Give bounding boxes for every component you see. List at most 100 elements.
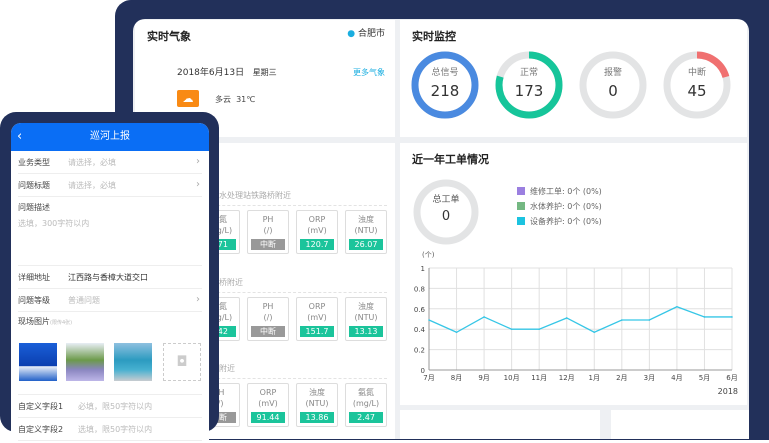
sensor-card[interactable]: 浊度 (NTU) 13.13 — [345, 297, 387, 341]
data-point[interactable] — [565, 317, 568, 319]
sensor-value: 2.47 — [349, 412, 383, 423]
sensor-value: 13.13 — [349, 326, 383, 337]
bottom-panel-right — [611, 410, 749, 439]
issue-title-field[interactable]: 问题标题 请选择，必填 › — [18, 174, 202, 197]
issue-level-field[interactable]: 问题等级 普通问题 › — [18, 289, 202, 312]
monitor-ring[interactable] — [410, 50, 480, 120]
ring-label: 总信号 — [431, 68, 459, 78]
legend-item: 维修工单: 0个 (0%) — [517, 186, 602, 197]
sensor-unit: (mV) — [307, 313, 327, 322]
x-tick-label: 12月 — [559, 374, 575, 382]
legend-swatch — [517, 217, 525, 225]
x-tick-label: 1月 — [589, 374, 600, 382]
field-label: 自定义字段2 — [18, 425, 64, 434]
sensor-value: 中断 — [251, 326, 285, 337]
sensor-name: 氨氮 — [211, 302, 227, 311]
photo-thumbnail[interactable] — [114, 343, 152, 381]
total-workorder-value: 0 — [441, 209, 451, 224]
sensor-name: ORP — [308, 302, 326, 311]
data-point[interactable] — [538, 328, 540, 330]
legend-label: 设备养护: 0个 (0%) — [530, 217, 602, 226]
address-field[interactable]: 详细地址 江西路与香樟大道交口 — [18, 266, 202, 289]
photo-thumbnail[interactable] — [66, 343, 104, 381]
chevron-right-icon: › — [196, 156, 200, 167]
photo-thumbnail[interactable] — [19, 343, 57, 381]
weather-temp: 31℃ — [236, 95, 256, 104]
data-point[interactable] — [731, 316, 733, 318]
data-point[interactable] — [676, 305, 678, 308]
sensor-value: 151.7 — [300, 326, 334, 337]
field-label: 现场图片 — [18, 317, 50, 326]
chevron-right-icon: › — [196, 294, 200, 305]
field-label: 问题等级 — [18, 296, 50, 305]
sensor-value: 120.7 — [300, 239, 334, 250]
sensor-card[interactable]: ORP (mV) 120.7 — [296, 210, 338, 254]
field-label: 问题标题 — [18, 181, 50, 190]
data-point[interactable] — [510, 328, 513, 330]
legend-swatch — [517, 202, 525, 210]
data-point[interactable] — [455, 331, 458, 334]
y-tick-label: 0.2 — [414, 347, 425, 355]
field-label: 问题描述 — [18, 203, 50, 212]
data-point[interactable] — [593, 331, 596, 334]
ring-value: 173 — [514, 82, 544, 100]
bottom-panel-left — [400, 410, 600, 439]
monitor-title: 实时监控 — [412, 30, 456, 43]
sensor-card[interactable]: 氨氮 (mg/L) 2.47 — [345, 383, 387, 427]
custom-field-1[interactable]: 自定义字段1 必填，限50字符以内 — [18, 395, 202, 418]
more-weather-link[interactable]: 更多气象 — [353, 68, 385, 77]
description-field[interactable]: 问题描述 选填，300字符以内 — [18, 197, 202, 266]
sensor-card[interactable]: PH (/) 中断 — [247, 297, 289, 341]
total-workorder-ring — [413, 179, 479, 245]
photos-field: 现场图片(限传4张) — [18, 312, 202, 395]
custom-field-2[interactable]: 自定义字段2 选填，限50字符以内 — [18, 418, 202, 441]
workorders-panel: 近一年工单情况 总工单 0 维修工单: 0个 (0%) 水体养护: 0个 (0%)… — [400, 143, 747, 405]
sensor-unit: (/) — [263, 313, 273, 322]
sensor-name: PH — [262, 302, 274, 311]
field-label: 业务类型 — [18, 158, 50, 167]
data-point[interactable] — [428, 319, 430, 321]
sensor-card[interactable]: 浊度 (NTU) 26.07 — [345, 210, 387, 254]
city-selector[interactable]: ● 合肥市 — [347, 28, 385, 40]
ring-value: 45 — [687, 82, 707, 100]
x-tick-label: 11月 — [531, 374, 547, 382]
monitor-ring[interactable] — [662, 50, 732, 120]
partly-cloudy-icon: ☁ — [177, 90, 199, 107]
data-point[interactable] — [648, 319, 651, 321]
data-point[interactable] — [483, 316, 485, 318]
x-axis-year: 2018 — [718, 387, 738, 396]
monitor-ring[interactable] — [494, 50, 564, 120]
x-tick-label: 4月 — [671, 374, 682, 382]
add-photo-camera-icon[interactable]: ◘ — [163, 343, 201, 381]
ring-label: 中断 — [687, 68, 706, 78]
sensor-unit: (mV) — [307, 226, 327, 235]
sensor-value: 91.44 — [251, 412, 285, 423]
ring-label: 报警 — [603, 68, 622, 78]
field-placeholder: 请选择，必填 — [68, 181, 116, 190]
sensor-card[interactable]: ORP (mV) 151.7 — [296, 297, 338, 341]
ring-label: 正常 — [519, 68, 538, 78]
series-line — [428, 306, 732, 333]
legend-item: 水体养护: 0个 (0%) — [517, 201, 602, 212]
y-tick-label: 1 — [421, 265, 425, 273]
back-arrow-icon[interactable]: ‹ — [17, 129, 23, 144]
business-type-field[interactable]: 业务类型 请选择，必填 › — [18, 151, 202, 174]
data-point[interactable] — [621, 319, 623, 321]
total-workorder-label: 总工单 — [432, 195, 460, 205]
y-axis-unit: (个) — [422, 251, 435, 259]
sensor-name: ORP — [259, 388, 277, 397]
mobile-header: ‹ 巡河上报 — [11, 123, 209, 151]
sensor-card[interactable]: ORP (mV) 91.44 — [247, 383, 289, 427]
field-label: 自定义字段1 — [18, 402, 64, 411]
data-point[interactable] — [703, 316, 706, 318]
monitor-ring[interactable] — [578, 50, 648, 120]
sensor-card[interactable]: PH (/) 中断 — [247, 210, 289, 254]
sensor-card[interactable]: 浊度 (NTU) 13.86 — [296, 383, 338, 427]
sensor-name: 浊度 — [309, 388, 325, 397]
x-tick-label: 5月 — [699, 374, 710, 382]
mobile-title: 巡河上报 — [90, 131, 130, 142]
station-name: 桥附近 — [219, 278, 243, 287]
sensor-value: 1.71 — [202, 239, 236, 250]
field-value: 江西路与香樟大道交口 — [68, 273, 148, 282]
monitor-panel: 实时监控 总信号 218 正常 173 报警 0 中断 45 — [400, 20, 747, 137]
